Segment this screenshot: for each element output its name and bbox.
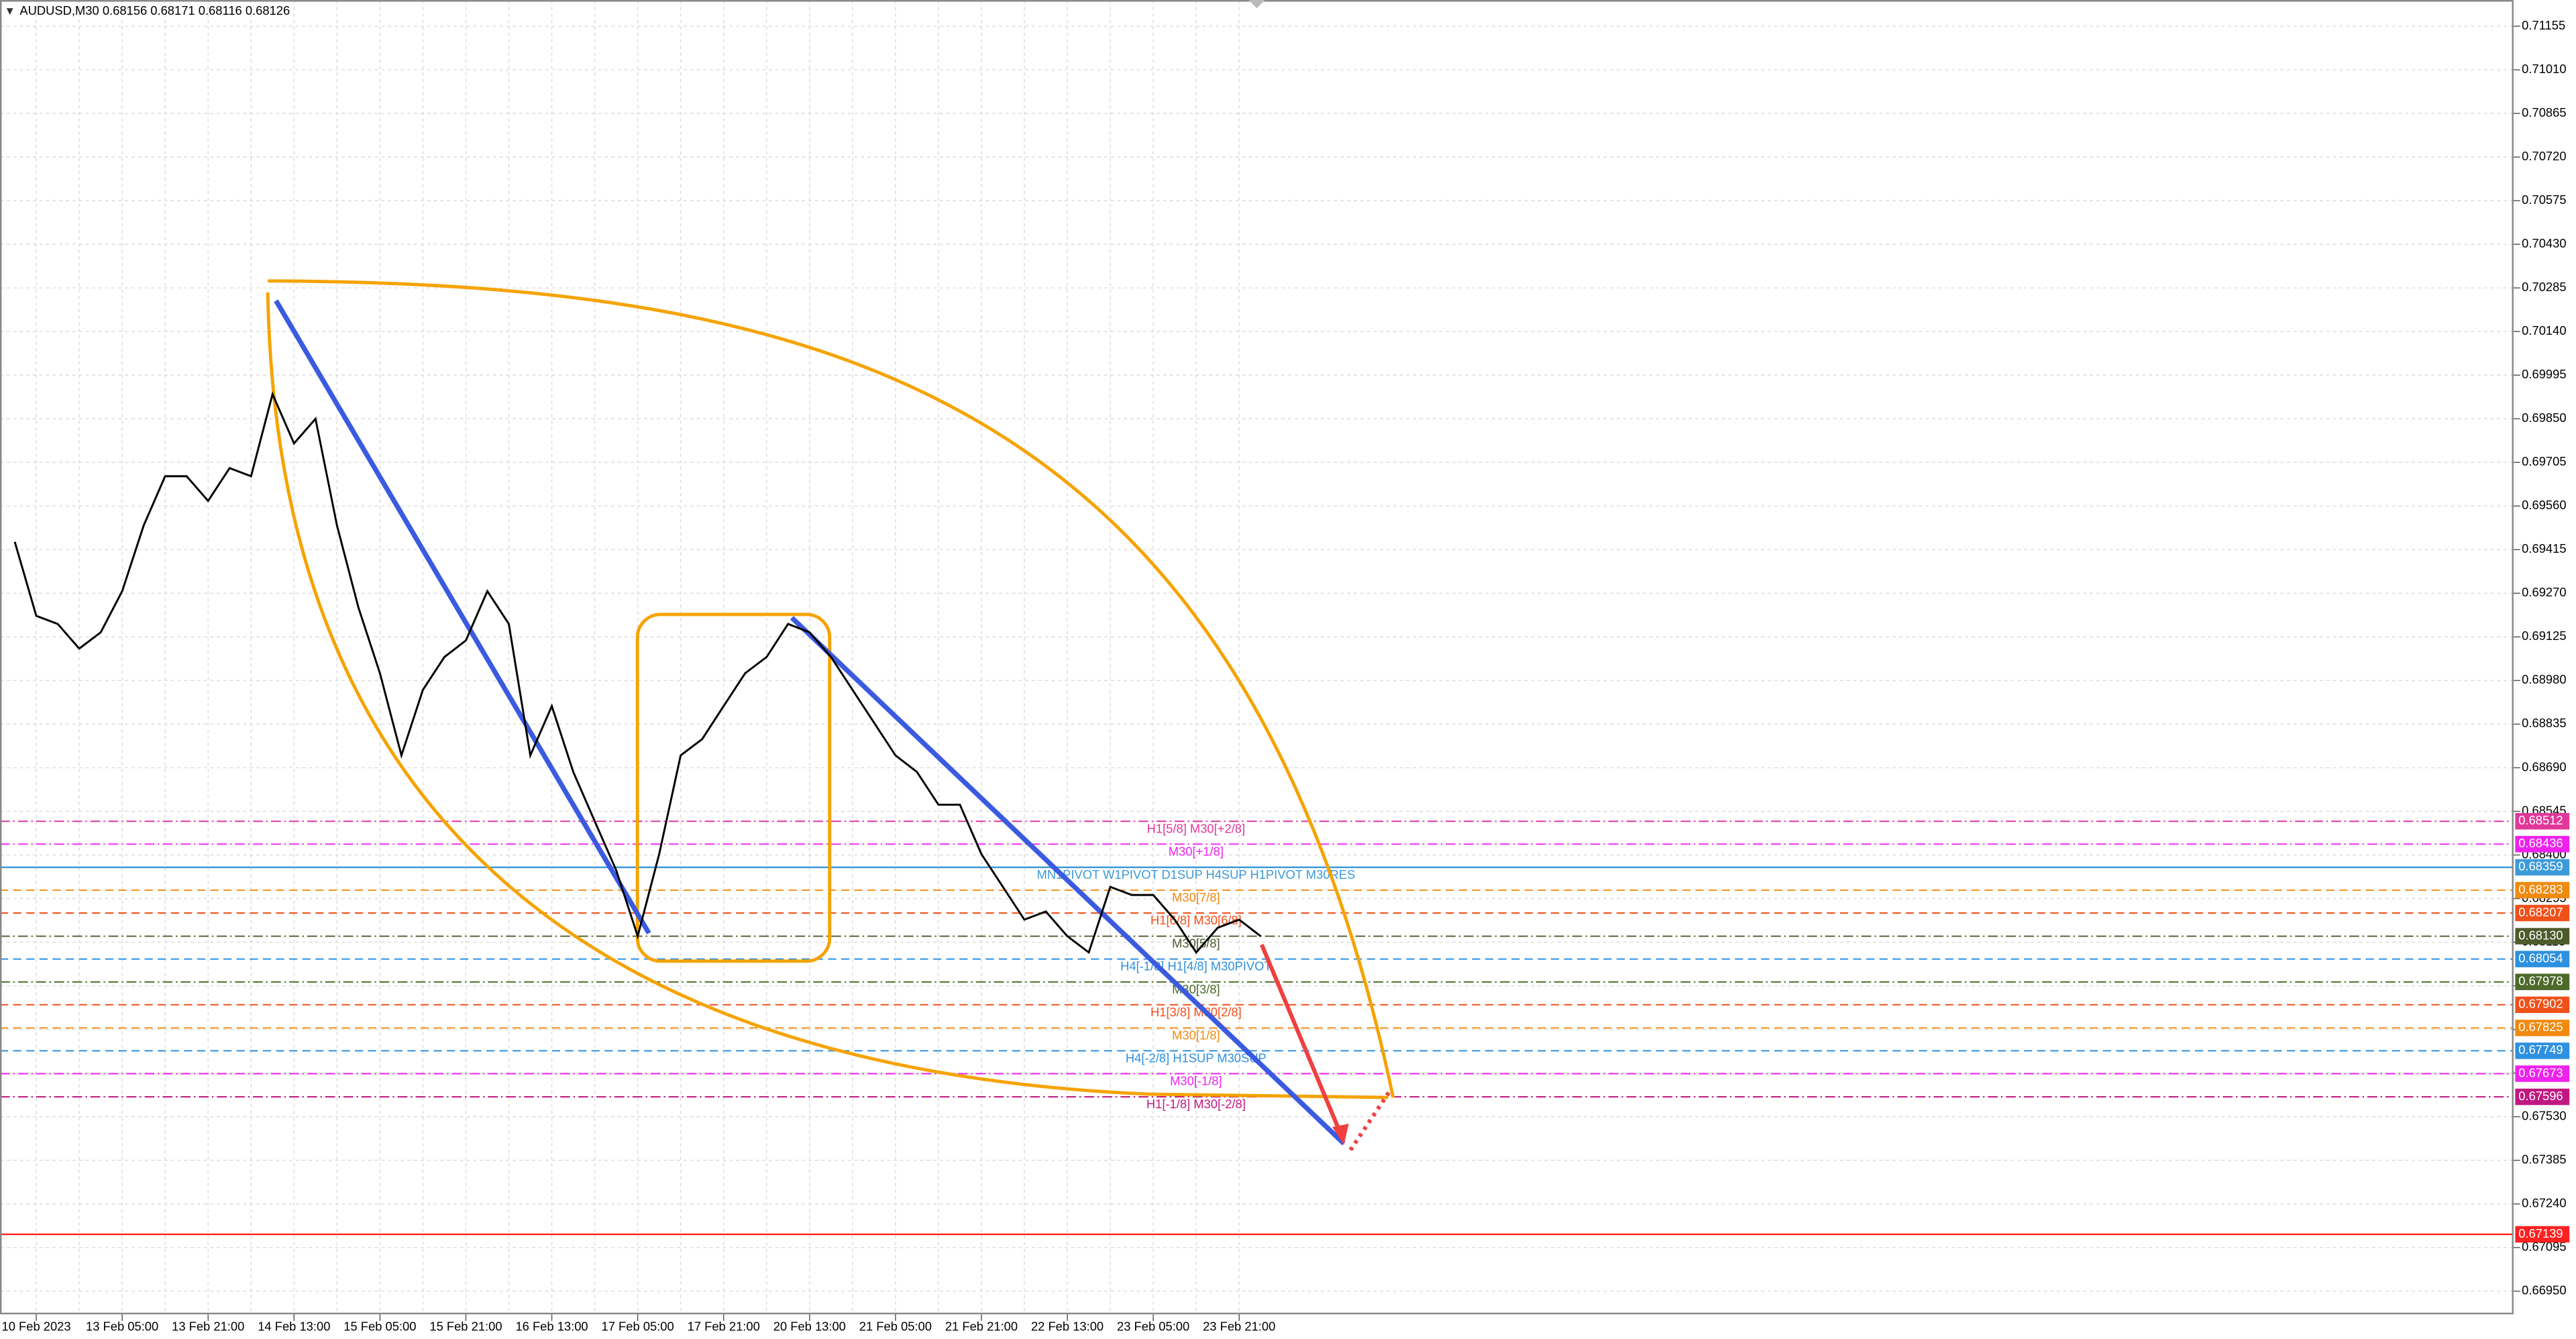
y-tick-label: 0.69705 (2522, 454, 2566, 468)
level-label: H1[-1/8] M30[-2/8] (1146, 1097, 1246, 1111)
price-box-label: 0.68436 (2518, 836, 2563, 850)
level-label: M30[+1/8] (1169, 844, 1224, 858)
x-tick-label: 22 Feb 13:00 (1031, 1320, 1104, 1334)
price-box-label: 0.68283 (2518, 882, 2563, 896)
price-line (13, 390, 1262, 955)
x-tick-label: 17 Feb 05:00 (602, 1320, 674, 1334)
price-box (2515, 1088, 2570, 1106)
x-tick-label: 10 Feb 2023 (2, 1320, 71, 1334)
arrow-head (1332, 1124, 1349, 1145)
level-label: M30[7/8] (1172, 890, 1220, 904)
price-box-label: 0.68130 (2518, 928, 2563, 942)
menu-arrow (6, 8, 13, 15)
plot (13, 390, 1262, 955)
level-label: M30[5/8] (1172, 936, 1220, 951)
level-label: H4[-1/8] H1[4/8] M30PIVOT (1120, 959, 1272, 973)
y-tick-label: 0.69270 (2522, 585, 2566, 599)
y-tick-label: 0.68690 (2522, 759, 2566, 773)
arrow (1259, 944, 1343, 1135)
price-box-label: 0.67596 (2518, 1089, 2563, 1103)
drawings (266, 279, 1395, 1152)
y-tick-label: 0.67530 (2522, 1108, 2566, 1122)
x-tick-label: 16 Feb 13:00 (515, 1320, 588, 1334)
price-box (2515, 951, 2570, 967)
price-box-label: 0.67673 (2518, 1065, 2563, 1079)
x-tick-label: 23 Feb 05:00 (1117, 1320, 1189, 1334)
price-box-label: 0.68054 (2518, 951, 2563, 965)
price-box (2515, 881, 2570, 899)
x-tick-label: 13 Feb 05:00 (86, 1320, 158, 1334)
price-box-label: 0.68359 (2518, 859, 2563, 873)
y-tick-label: 0.70865 (2522, 105, 2566, 119)
chart-title: AUDUSD,M30 0.68156 0.68171 0.68116 0.681… (19, 3, 290, 17)
y-tick-label: 0.69560 (2522, 498, 2566, 512)
price-box-label: 0.67978 (2518, 974, 2563, 988)
y-tick-label: 0.67095 (2522, 1240, 2566, 1254)
y-tick-label: 0.70285 (2522, 280, 2566, 294)
price-box (2515, 1042, 2570, 1059)
y-tick-label: 0.67240 (2522, 1195, 2566, 1210)
y-tick-label: 0.66950 (2522, 1283, 2566, 1297)
price-box (2515, 836, 2570, 853)
y-tick-label: 0.70575 (2522, 193, 2566, 207)
price-box-label: 0.67139 (2518, 1226, 2563, 1240)
price-box-label: 0.67825 (2518, 1020, 2563, 1034)
price-box (2515, 973, 2570, 990)
price-box-label: 0.67749 (2518, 1042, 2563, 1057)
price-box-label: 0.68207 (2518, 905, 2563, 919)
axis: 0.71155 0.71010 0.70865 0.70720 0.70575 0.704… (2, 18, 2570, 1334)
arc-upper (268, 279, 1395, 1098)
level-label: H1[3/8] M30[2/8] (1150, 1005, 1242, 1019)
price-box (2515, 996, 2570, 1014)
trend-line (274, 299, 651, 934)
x-tick-label: 15 Feb 21:00 (429, 1320, 502, 1334)
price-box (2515, 859, 2570, 876)
level-label: H1[5/8] M30[+2/8] (1147, 821, 1245, 835)
trend-line (790, 616, 1346, 1146)
price-box-label: 0.68512 (2518, 813, 2563, 827)
price-box (2515, 1020, 2570, 1036)
y-tick-label: 0.70430 (2522, 236, 2566, 250)
y-tick-label: 0.69995 (2522, 367, 2566, 381)
y-tick-label: 0.70140 (2522, 323, 2566, 337)
level-label: MN1PIVOT W1PIVOT D1SUP H4SUP H1PIVOT M30… (1036, 867, 1355, 881)
price-box (2515, 813, 2570, 830)
x-tick-label: 13 Feb 21:00 (172, 1320, 244, 1334)
x-tick-label: 14 Feb 13:00 (258, 1320, 330, 1334)
x-tick-label: 21 Feb 21:00 (945, 1320, 1018, 1334)
y-tick-label: 0.71155 (2522, 18, 2565, 32)
x-tick-label: 20 Feb 13:00 (773, 1320, 846, 1334)
y-tick-label: 0.69125 (2522, 629, 2566, 643)
price-box (2515, 928, 2570, 945)
price-box (2515, 1226, 2570, 1243)
y-tick-label: 0.70720 (2522, 149, 2566, 163)
price-box-label: 0.67902 (2518, 997, 2563, 1011)
scroll-marker (1248, 0, 1265, 9)
dotted-arrow (1348, 1089, 1392, 1152)
price-box (2515, 904, 2570, 922)
x-tick-label: 21 Feb 05:00 (859, 1320, 932, 1334)
level-label: M30[-1/8] (1170, 1074, 1222, 1088)
arc-lower (266, 292, 1389, 1100)
level-label: H4[-2/8] H1SUP M30SUP (1126, 1051, 1267, 1065)
x-tick-label: 17 Feb 21:00 (688, 1320, 760, 1334)
x-tick-label: 23 Feb 21:00 (1203, 1320, 1275, 1334)
level-label: H1[6/8] M30[6/8] (1150, 913, 1242, 927)
y-tick-label: 0.69415 (2522, 541, 2566, 555)
y-tick-label: 0.68980 (2522, 672, 2566, 686)
box (635, 612, 832, 963)
level-label: M30[1/8] (1172, 1028, 1220, 1042)
price-box (2515, 1065, 2570, 1082)
y-tick-label: 0.67385 (2522, 1152, 2566, 1166)
y-tick-label: 0.68835 (2522, 716, 2566, 730)
x-tick-label: 15 Feb 05:00 (343, 1320, 416, 1334)
y-tick-label: 0.69850 (2522, 411, 2566, 425)
y-tick-label: 0.71010 (2522, 62, 2566, 76)
